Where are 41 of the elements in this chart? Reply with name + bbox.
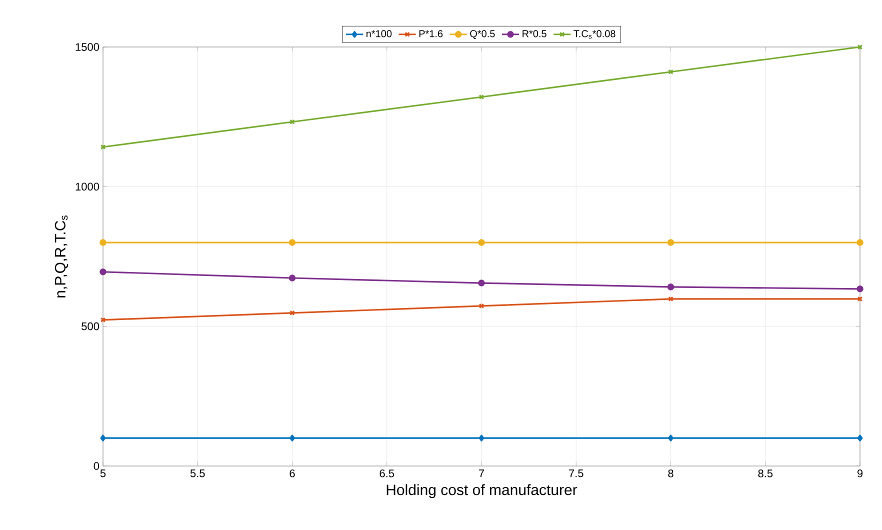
point xyxy=(856,239,864,246)
point xyxy=(478,94,484,100)
y-axis-title: n,P,Q,R,T.C$_{s}$ xyxy=(54,215,68,298)
point xyxy=(290,119,295,124)
point xyxy=(100,434,106,442)
point xyxy=(668,69,674,74)
point xyxy=(100,268,106,276)
point xyxy=(290,310,295,316)
point xyxy=(288,274,296,282)
point xyxy=(668,434,674,442)
x-tick-label: 5 xyxy=(100,470,106,478)
x-tick-label: 8 xyxy=(668,470,674,478)
x-tick-label: 6.5 xyxy=(380,470,394,478)
point xyxy=(857,434,863,442)
legend-label: R*0.5 xyxy=(522,30,546,38)
x-tick-label: 5.5 xyxy=(190,470,205,478)
y-tick-label: 1000 xyxy=(76,182,100,191)
x-tick-label: 7 xyxy=(479,470,484,478)
y-tick-label: 0 xyxy=(94,462,100,470)
legend-label: Q*0.5 xyxy=(470,30,495,40)
point xyxy=(478,303,484,309)
y-tick-label: 1500 xyxy=(76,43,100,51)
point xyxy=(667,239,674,246)
x-tick-label: 6 xyxy=(290,470,295,478)
legend-label: n*100 xyxy=(366,30,392,38)
point xyxy=(478,280,485,286)
point xyxy=(478,434,484,442)
point xyxy=(290,434,295,442)
point xyxy=(478,239,485,246)
x-tick-label: 9 xyxy=(857,470,863,478)
point xyxy=(856,286,864,292)
point xyxy=(288,239,296,246)
x-tick-label: 8.5 xyxy=(758,470,773,478)
point xyxy=(668,296,674,302)
point xyxy=(667,284,674,290)
y-tick-label: 500 xyxy=(82,322,100,330)
x-axis-title: Holding cost of manufacturer xyxy=(386,484,578,498)
x-tick-label: 7.5 xyxy=(569,470,584,478)
legend-label: T.C$_{s}$*0.08 xyxy=(574,30,616,39)
legend-label: P*1.6 xyxy=(419,30,443,38)
point xyxy=(100,239,106,246)
